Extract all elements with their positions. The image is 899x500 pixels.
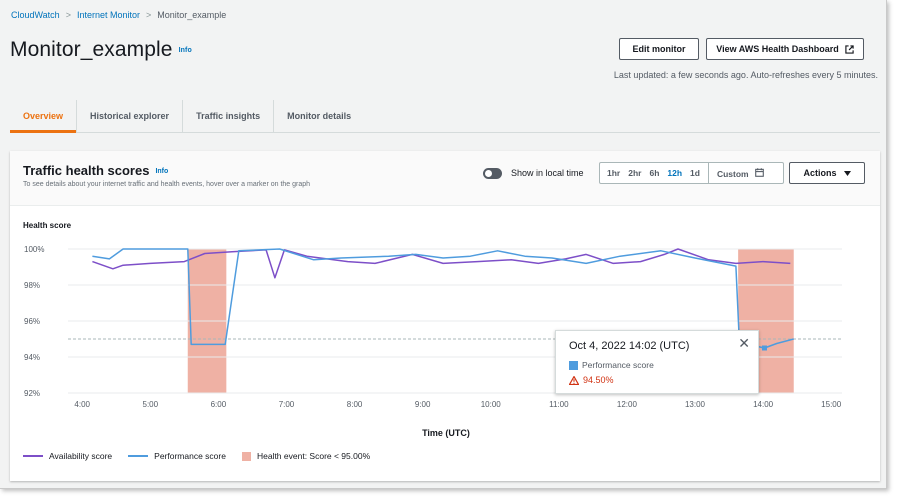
x-axis-title: Time (UTC) xyxy=(422,428,470,438)
edit-monitor-button[interactable]: Edit monitor xyxy=(619,38,699,60)
panel-description: To see details about your internet traff… xyxy=(23,181,311,188)
edit-monitor-label: Edit monitor xyxy=(632,44,686,54)
range-6h[interactable]: 6h xyxy=(649,168,660,178)
actions-label: Actions xyxy=(803,168,837,178)
range-divider xyxy=(707,163,709,183)
chevron-right-icon: > xyxy=(65,10,71,20)
breadcrumb-cloudwatch[interactable]: CloudWatch xyxy=(11,10,60,20)
view-health-dashboard-button[interactable]: View AWS Health Dashboard xyxy=(706,38,864,60)
tooltip-series-name: Performance score xyxy=(582,360,654,370)
x-tick-label: 11:00 xyxy=(549,400,569,409)
legend-availability-label: Availability score xyxy=(49,451,113,461)
tooltip-series-swatch xyxy=(569,360,578,370)
chart-y-axis-title: Health score xyxy=(23,221,72,230)
x-tick-label: 7:00 xyxy=(279,400,295,409)
y-tick-label: 100% xyxy=(24,245,44,254)
tab-historical-explorer[interactable]: Historical explorer xyxy=(77,100,184,132)
x-tick-label: 8:00 xyxy=(347,400,363,409)
range-custom-label: Custom xyxy=(716,168,749,179)
page-title-text: Monitor_example xyxy=(10,38,173,61)
panel-header: Traffic health scores Info To see details… xyxy=(10,151,880,206)
legend-health-event-swatch xyxy=(241,451,251,461)
close-icon[interactable]: ✕ xyxy=(738,335,750,351)
local-time-label: Show in local time xyxy=(511,168,584,178)
time-range-selector: 1hr 2hr 6h 12h 1d Custom xyxy=(599,162,784,184)
panel-info-link[interactable]: Info xyxy=(155,168,169,176)
x-tick-label: 12:00 xyxy=(617,400,638,409)
actions-dropdown-button[interactable]: Actions xyxy=(789,162,865,184)
tab-traffic-insights[interactable]: Traffic insights xyxy=(183,100,275,132)
breadcrumb: CloudWatch > Internet Monitor > Monitor_… xyxy=(11,10,226,20)
x-tick-label: 13:00 xyxy=(685,400,706,409)
x-tick-label: 9:00 xyxy=(415,400,431,409)
range-12h[interactable]: 12h xyxy=(667,168,683,178)
breadcrumb-internet-monitor[interactable]: Internet Monitor xyxy=(76,10,140,20)
tooltip-title: Oct 4, 2022 14:02 (UTC) xyxy=(569,340,690,352)
availability-line xyxy=(92,248,791,279)
legend-performance-label: Performance score xyxy=(154,451,226,461)
legend-health-event-label: Health event: Score < 95.00% xyxy=(256,451,371,461)
page-frame: CloudWatch > Internet Monitor > Monitor_… xyxy=(0,0,887,489)
y-tick-label: 96% xyxy=(24,317,40,326)
panel-title: Traffic health scores Info xyxy=(23,163,168,178)
page-info-link[interactable]: Info xyxy=(178,46,192,54)
x-tick-label: 4:00 xyxy=(74,400,90,409)
warning-icon xyxy=(569,375,579,385)
x-tick-label: 14:00 xyxy=(753,400,774,409)
panel-title-text: Traffic health scores xyxy=(23,163,150,178)
x-tick-label: 10:00 xyxy=(481,400,502,409)
legend-performance-swatch xyxy=(128,455,149,457)
y-tick-label: 94% xyxy=(24,353,40,362)
caret-down-icon xyxy=(843,170,851,176)
x-tick-label: 15:00 xyxy=(821,400,842,409)
legend-performance[interactable]: Performance score xyxy=(128,451,226,461)
local-time-toggle[interactable] xyxy=(483,168,502,179)
chevron-right-icon: > xyxy=(145,10,152,20)
legend-availability[interactable]: Availability score xyxy=(23,451,112,461)
range-custom[interactable]: Custom xyxy=(713,167,768,179)
tooltip-value: 94.50% xyxy=(569,375,614,385)
tab-bar: Overview Historical explorer Traffic ins… xyxy=(10,100,880,133)
external-link-icon xyxy=(845,44,854,54)
chart-tooltip: Oct 4, 2022 14:02 (UTC) ✕ Performance sc… xyxy=(555,330,759,394)
legend-health-event[interactable]: Health event: Score < 95.00% xyxy=(241,451,371,461)
x-tick-label: 6:00 xyxy=(211,400,227,409)
breadcrumb-current: Monitor_example xyxy=(157,10,227,20)
y-tick-label: 92% xyxy=(24,389,40,398)
page-title: Monitor_example Info xyxy=(10,38,192,62)
performance-line xyxy=(92,248,794,349)
health-score-chart: 100% 98% 96% 94% 92% 4:00 5:00 6:00 7:00 8:00 9:00… xyxy=(24,245,842,438)
legend-availability-swatch xyxy=(23,455,43,457)
range-2hr[interactable]: 2hr xyxy=(628,168,642,178)
tab-overview[interactable]: Overview xyxy=(10,100,78,133)
range-1d[interactable]: 1d xyxy=(690,168,700,178)
tab-monitor-details[interactable]: Monitor details xyxy=(287,111,352,121)
tooltip-series: Performance score xyxy=(569,360,654,370)
traffic-health-panel: Traffic health scores Info To see details… xyxy=(10,151,880,481)
chart-legend: Availability score Performance score Hea… xyxy=(23,451,370,461)
view-health-dashboard-label: View AWS Health Dashboard xyxy=(716,44,839,54)
last-updated-text: Last updated: a few seconds ago. Auto-re… xyxy=(613,70,878,80)
x-tick-label: 5:00 xyxy=(143,400,159,409)
tooltip-value-text: 94.50% xyxy=(583,375,614,385)
y-tick-label: 98% xyxy=(24,281,40,290)
range-1hr[interactable]: 1hr xyxy=(607,168,621,178)
calendar-icon xyxy=(755,167,764,177)
highlighted-data-point xyxy=(761,345,767,351)
